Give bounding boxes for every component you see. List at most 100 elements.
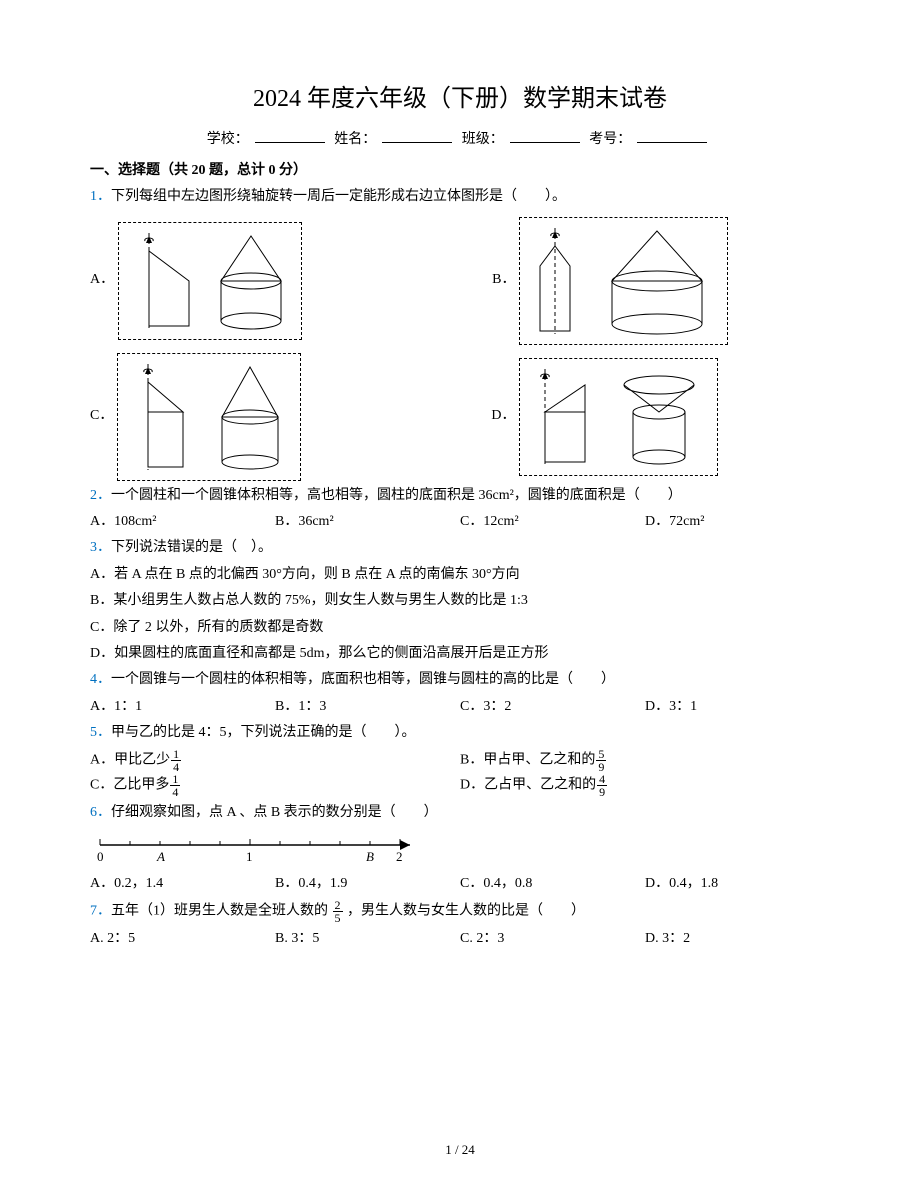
q1-figures-row-2: C． D． (90, 353, 830, 481)
tick-2: 2 (396, 849, 403, 864)
q1-a-figure (118, 222, 302, 340)
school-blank[interactable] (255, 128, 325, 143)
q5-a-pre: A．甲比乙少 (90, 753, 170, 768)
q1-c-figure (117, 353, 301, 481)
q5-options: A．甲比乙少14 B．甲占甲、乙之和的59 C．乙比甲多14 D．乙占甲、乙之和… (90, 748, 830, 798)
q1-d-left-shape-icon (530, 367, 600, 467)
q6-opt-d[interactable]: D．0.4，1.8 (645, 873, 830, 895)
q1-b-label: B． (492, 269, 515, 291)
q4-text: 一个圆锥与一个圆柱的体积相等，底面积也相等，圆锥与圆柱的高的比是（ ） (111, 672, 615, 687)
class-label: 班级： (462, 132, 504, 147)
q3-opt-c[interactable]: C．除了 2 以外，所有的质数都是奇数 (90, 617, 830, 639)
q2-number: 2． (90, 488, 111, 503)
q5-opt-b[interactable]: B．甲占甲、乙之和的59 (460, 748, 830, 773)
q1-option-b[interactable]: B． (492, 217, 728, 345)
q7-number: 7． (90, 904, 111, 919)
q4-opt-a[interactable]: A．1：1 (90, 696, 275, 718)
q1-a-label: A． (90, 269, 114, 291)
student-info-line: 学校： 姓名： 班级： 考号： (90, 128, 830, 151)
q7-opt-b[interactable]: B. 3：5 (275, 928, 460, 950)
q6-number: 6． (90, 805, 111, 820)
q2-opt-c[interactable]: C．12cm² (460, 511, 645, 533)
q2-opt-b[interactable]: B．36cm² (275, 511, 460, 533)
q5-b-fraction: 59 (596, 748, 606, 773)
point-b: B (366, 849, 374, 864)
q5-text: 甲与乙的比是 4：5，下列说法正确的是（ ）。 (111, 725, 416, 740)
name-blank[interactable] (382, 128, 452, 143)
q5-c-pre: C．乙比甲多 (90, 778, 169, 793)
q1-b-right-shape-icon (597, 226, 717, 336)
q4-opt-c[interactable]: C．3：2 (460, 696, 645, 718)
q7-fraction: 25 (333, 899, 343, 924)
question-7: 7．五年（1）班男生人数是全班人数的 25 ，男生人数与女生人数的比是（ ） (90, 899, 830, 924)
q4-opt-b[interactable]: B．1：3 (275, 696, 460, 718)
q2-text: 一个圆柱和一个圆锥体积相等，高也相等，圆柱的底面积是 36cm²，圆锥的底面积是… (111, 488, 682, 503)
q4-opt-d[interactable]: D．3：1 (645, 696, 830, 718)
q1-d-right-shape-icon (612, 367, 707, 467)
q7-text-post: ，男生人数与女生人数的比是（ ） (344, 904, 586, 919)
q4-options: A．1：1 B．1：3 C．3：2 D．3：1 (90, 696, 830, 718)
q1-b-left-shape-icon (530, 226, 585, 336)
q1-a-right-shape-icon (211, 231, 291, 331)
q3-text: 下列说法错误的是（ ）。 (111, 540, 272, 555)
section-1-header: 一、选择题（共 20 题，总计 0 分） (90, 160, 830, 182)
tick-0: 0 (97, 849, 104, 864)
q7-opt-d[interactable]: D. 3：2 (645, 928, 830, 950)
q1-a-left-shape-icon (129, 231, 199, 331)
q6-text: 仔细观察如图，点 A 、点 B 表示的数分别是（ ） (111, 805, 438, 820)
question-5: 5．甲与乙的比是 4：5，下列说法正确的是（ ）。 (90, 722, 830, 744)
q7-text-pre: 五年（1）班男生人数是全班人数的 (111, 904, 332, 919)
school-label: 学校： (207, 132, 249, 147)
q1-c-label: C． (90, 405, 113, 427)
q3-number: 3． (90, 540, 111, 555)
q6-number-line: 0 A 1 B 2 (90, 831, 830, 867)
exam-page: 2024 年度六年级（下册）数学期末试卷 学校： 姓名： 班级： 考号： 一、选… (0, 0, 920, 1191)
q2-opt-d[interactable]: D．72cm² (645, 511, 830, 533)
q1-figures-row-1: A． B． (90, 217, 830, 345)
question-6: 6．仔细观察如图，点 A 、点 B 表示的数分别是（ ） (90, 802, 830, 824)
q1-c-left-shape-icon (128, 362, 198, 472)
q1-text: 下列每组中左边图形绕轴旋转一周后一定能形成右边立体图形是（ ）。 (111, 189, 566, 204)
q1-option-c[interactable]: C． (90, 353, 301, 481)
q5-a-fraction: 14 (171, 748, 181, 773)
page-number: 1 / 24 (0, 1140, 920, 1161)
exam-no-label: 考号： (589, 132, 631, 147)
q1-option-d[interactable]: D． (491, 353, 718, 481)
q1-c-right-shape-icon (210, 362, 290, 472)
q3-opt-d[interactable]: D．如果圆柱的底面直径和高都是 5dm，那么它的侧面沿高展开后是正方形 (90, 643, 830, 665)
q1-d-figure (519, 358, 718, 476)
q6-opt-c[interactable]: C．0.4，0.8 (460, 873, 645, 895)
name-label: 姓名： (334, 132, 376, 147)
q1-number: 1． (90, 189, 111, 204)
question-1: 1．下列每组中左边图形绕轴旋转一周后一定能形成右边立体图形是（ ）。 (90, 186, 830, 208)
q4-number: 4． (90, 672, 111, 687)
question-3: 3．下列说法错误的是（ ）。 (90, 537, 830, 559)
q2-options: A．108cm² B．36cm² C．12cm² D．72cm² (90, 511, 830, 533)
q3-opt-a[interactable]: A．若 A 点在 B 点的北偏西 30°方向，则 B 点在 A 点的南偏东 30… (90, 564, 830, 586)
q6-opt-a[interactable]: A．0.2，1.4 (90, 873, 275, 895)
tick-1: 1 (246, 849, 253, 864)
number-line-icon: 0 A 1 B 2 (90, 831, 430, 867)
q5-c-fraction: 14 (170, 773, 180, 798)
q6-opt-b[interactable]: B．0.4，1.9 (275, 873, 460, 895)
q5-opt-c[interactable]: C．乙比甲多14 (90, 773, 460, 798)
question-4: 4．一个圆锥与一个圆柱的体积相等，底面积也相等，圆锥与圆柱的高的比是（ ） (90, 669, 830, 691)
q5-number: 5． (90, 725, 111, 740)
point-a: A (156, 849, 165, 864)
q6-options: A．0.2，1.4 B．0.4，1.9 C．0.4，0.8 D．0.4，1.8 (90, 873, 830, 895)
q2-opt-a[interactable]: A．108cm² (90, 511, 275, 533)
q7-opt-c[interactable]: C. 2：3 (460, 928, 645, 950)
question-2: 2．一个圆柱和一个圆锥体积相等，高也相等，圆柱的底面积是 36cm²，圆锥的底面… (90, 485, 830, 507)
q7-opt-a[interactable]: A. 2：5 (90, 928, 275, 950)
q1-d-label: D． (491, 405, 515, 427)
q1-b-figure (519, 217, 728, 345)
q5-b-pre: B．甲占甲、乙之和的 (460, 753, 595, 768)
q7-options: A. 2：5 B. 3：5 C. 2：3 D. 3：2 (90, 928, 830, 950)
q1-option-a[interactable]: A． (90, 217, 302, 345)
q5-opt-a[interactable]: A．甲比乙少14 (90, 748, 460, 773)
q3-opt-b[interactable]: B．某小组男生人数占总人数的 75%，则女生人数与男生人数的比是 1:3 (90, 590, 830, 612)
exam-no-blank[interactable] (637, 128, 707, 143)
class-blank[interactable] (510, 128, 580, 143)
q5-opt-d[interactable]: D．乙占甲、乙之和的49 (460, 773, 830, 798)
page-title: 2024 年度六年级（下册）数学期末试卷 (90, 80, 830, 118)
